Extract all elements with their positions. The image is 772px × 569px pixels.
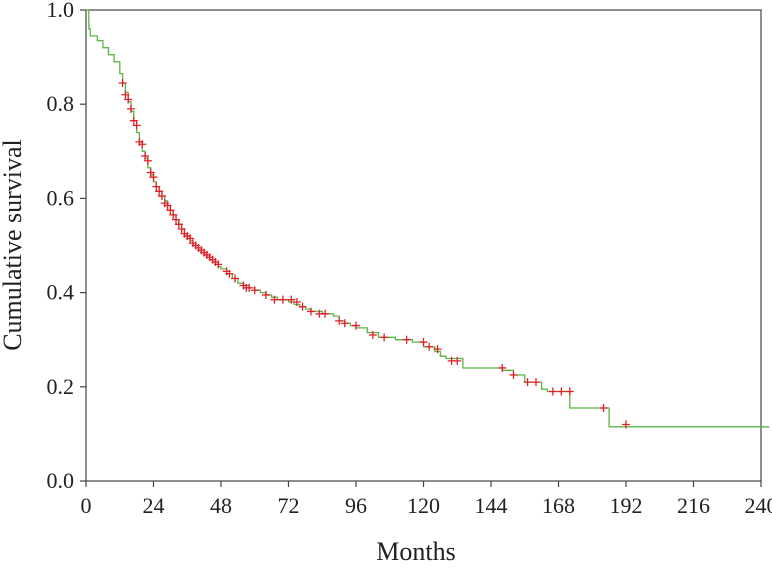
censor-mark: [174, 220, 183, 229]
censor-mark: [270, 295, 279, 304]
censor-mark: [231, 274, 240, 283]
censor-mark: [565, 387, 574, 396]
x-axis-title: Months: [376, 537, 455, 566]
censor-mark: [380, 333, 389, 342]
censor-mark: [172, 215, 180, 224]
x-tick-label: 0: [81, 493, 92, 518]
x-tick-label: 216: [677, 493, 710, 518]
censor-mark: [177, 225, 186, 234]
censor-mark: [141, 152, 150, 161]
y-tick-label: 0.4: [47, 280, 75, 305]
censor-mark: [599, 403, 608, 412]
x-tick-label: 120: [407, 493, 440, 518]
x-tick-label: 192: [610, 493, 643, 518]
censor-mark: [127, 104, 135, 113]
censor-mark: [278, 295, 287, 304]
censor-mark: [214, 260, 223, 269]
censor-mark: [368, 330, 377, 339]
censor-mark: [121, 90, 130, 99]
censor-mark: [298, 302, 307, 311]
y-axis-title: Cumulative survival: [0, 139, 27, 351]
censor-mark: [523, 378, 532, 387]
censor-mark: [143, 156, 152, 165]
survival-curve: [86, 9, 770, 428]
censor-mark: [149, 173, 158, 182]
censor-mark: [169, 210, 178, 219]
censor-mark: [262, 290, 270, 299]
censor-mark: [287, 295, 296, 304]
y-tick-label: 0.2: [47, 374, 75, 399]
censor-mark: [138, 140, 147, 149]
censor-mark: [509, 371, 518, 380]
censor-mark: [146, 168, 155, 177]
censor-mark: [307, 307, 315, 316]
censor-mark: [419, 338, 428, 347]
censor-mark: [155, 187, 164, 196]
censor-mark: [152, 182, 161, 191]
censor-mark: [557, 387, 566, 396]
x-tick-label: 24: [143, 493, 165, 518]
y-tick-label: 0.6: [47, 185, 75, 210]
censor-mark: [166, 206, 175, 215]
censor-mark: [622, 420, 630, 429]
censor-mark: [548, 387, 557, 396]
censor-mark: [118, 79, 127, 88]
censor-mark: [425, 342, 434, 351]
censor-mark: [225, 269, 234, 278]
censor-marks: [118, 79, 630, 429]
censor-mark: [498, 363, 507, 372]
y-tick-label: 1.0: [47, 0, 75, 22]
censor-mark: [132, 121, 141, 130]
censor-mark: [453, 356, 462, 365]
x-tick-label: 240: [745, 493, 772, 518]
x-tick-label: 96: [345, 493, 367, 518]
plot-frame: [85, 9, 762, 482]
x-tick-label: 48: [210, 493, 232, 518]
censor-mark: [129, 116, 138, 125]
censor-mark: [321, 309, 330, 318]
censor-mark: [186, 234, 195, 243]
censor-mark: [250, 286, 259, 295]
y-axis-ticks: 0.0 0.2 0.4 0.6 0.8 1.0: [47, 0, 86, 493]
censor-mark: [433, 345, 442, 354]
x-tick-label: 168: [542, 493, 575, 518]
x-tick-label: 72: [278, 493, 300, 518]
censor-mark: [157, 192, 166, 201]
censor-mark: [352, 321, 360, 330]
censor-mark: [245, 283, 254, 292]
y-tick-label: 0.8: [47, 91, 75, 116]
censor-mark: [124, 95, 133, 104]
x-axis-ticks: 0 24 48 72 96 120 144 168 192 216 240: [81, 481, 772, 518]
censor-mark: [532, 378, 540, 387]
censor-mark: [340, 319, 349, 328]
censor-mark: [292, 298, 301, 307]
x-tick-label: 144: [475, 493, 508, 518]
censor-mark: [163, 201, 172, 210]
censor-mark: [402, 335, 411, 344]
y-tick-label: 0.0: [47, 468, 75, 493]
censor-mark: [335, 316, 344, 325]
